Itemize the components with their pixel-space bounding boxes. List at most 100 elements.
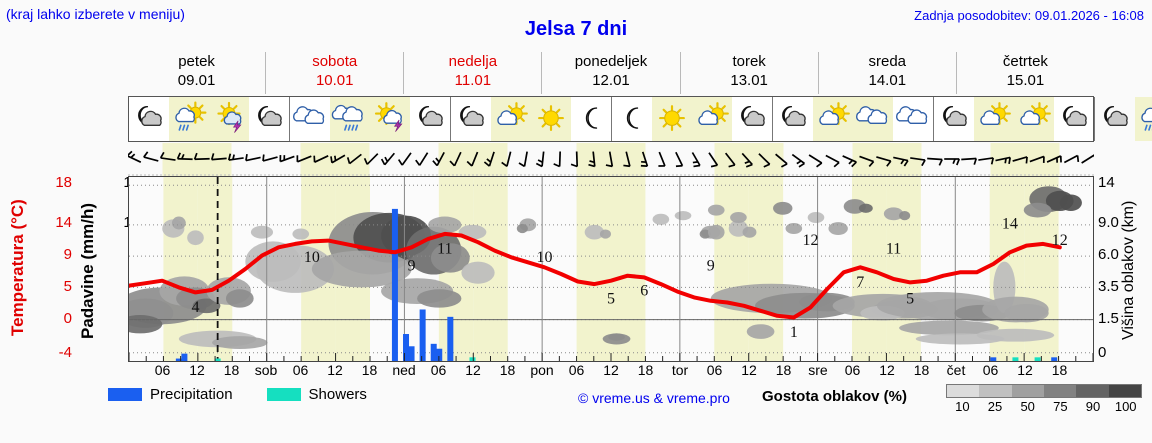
svg-text:11: 11 <box>437 241 452 258</box>
time-tick-label: 12 <box>327 362 343 378</box>
cloud-icon <box>289 97 330 141</box>
time-tick-label: 12 <box>603 362 619 378</box>
cloud-density-tick: 75 <box>1053 399 1068 414</box>
cloud-density-tick: 90 <box>1085 399 1101 414</box>
svg-text:1: 1 <box>790 324 798 341</box>
copyright-link[interactable]: © vreme.us & vreme.pro <box>578 390 730 406</box>
precipitation-legend: Precipitation Showers <box>108 386 367 403</box>
time-tick-label: sre <box>808 362 828 378</box>
weather-icon-strip <box>128 96 1152 142</box>
cloud-density-gradient <box>946 384 1142 398</box>
axis-tick-label: 0 <box>1098 343 1107 361</box>
moon-icon <box>611 97 652 141</box>
sun-cloud-sleet-icon <box>209 97 249 141</box>
day-header-6: četrtek 15.01 <box>955 52 1094 94</box>
svg-text:6: 6 <box>640 282 648 299</box>
axis-tick-label: -4 <box>58 343 72 361</box>
moon-cloud-icon <box>772 97 813 141</box>
day-name: nedelja <box>448 53 498 70</box>
day-name: petek <box>178 53 215 70</box>
sun-cloud-icon <box>974 97 1014 141</box>
time-tick-label: 12 <box>741 362 757 378</box>
last-update-label: Zadnja posodobitev: 09.01.2026 - 16:08 <box>914 8 1144 23</box>
cloud-density-tick: 25 <box>987 399 1003 414</box>
moon-cloud-icon <box>933 97 974 141</box>
time-tick-label: 18 <box>775 362 792 378</box>
axis-tick-label: 6.0 <box>1098 245 1119 263</box>
sun-cloud-storm-icon <box>370 97 410 141</box>
day-name: torek <box>732 53 766 70</box>
time-tick-label: tor <box>671 362 689 378</box>
svg-text:12: 12 <box>802 232 818 249</box>
time-tick-label: 06 <box>430 362 447 378</box>
cloud-rain-icon <box>330 97 370 141</box>
moon-cloud-icon <box>1094 97 1135 141</box>
axis-tick-label: 3.5 <box>1098 277 1119 295</box>
temperature-axis-title: Temperatura (°C) <box>8 199 27 337</box>
day-name: sreda <box>868 53 907 70</box>
time-tick-label: pon <box>530 362 554 378</box>
day-header-1: sobota 10.01 <box>265 52 403 94</box>
cloud-density-swatch-100 <box>1108 385 1141 397</box>
precipitation-legend-label: Precipitation <box>150 386 233 403</box>
time-axis-labels: 06 12 18 sob 06 12 18 ned 06 12 18 pon 06 12 18 tor 06 12… <box>128 362 1094 380</box>
cloud-density-scale: 10 25 50 75 90 100 <box>946 384 1142 414</box>
axis-tick-label: 9 <box>63 245 72 263</box>
page-title: Jelsa 7 dni <box>524 18 628 40</box>
precipitation-bars <box>175 208 1058 361</box>
time-tick-label: 18 <box>1051 362 1068 378</box>
time-tick-label: 18 <box>637 362 654 378</box>
svg-text:7: 7 <box>856 274 864 291</box>
time-tick-label: 06 <box>154 362 171 378</box>
moon-cloud-icon <box>249 97 289 141</box>
cloud-icon <box>853 97 893 141</box>
day-header-5: sreda 14.01 <box>817 52 956 94</box>
cloud-density-tick: 10 <box>955 399 970 414</box>
svg-text:4: 4 <box>191 299 199 316</box>
time-tick-label: 06 <box>844 362 861 378</box>
time-tick-label: 18 <box>223 362 240 378</box>
time-tick-label: 06 <box>568 362 585 378</box>
sun-cloud-icon <box>692 97 732 141</box>
day-name: sobota <box>312 53 358 70</box>
axis-tick-label: 1.5 <box>1098 310 1119 328</box>
moon-cloud-icon <box>410 97 450 141</box>
cloud-density-swatch-25 <box>979 385 1012 397</box>
time-tick-label: 06 <box>982 362 999 378</box>
cloud-density-tick: 100 <box>1114 399 1137 414</box>
cloud-density-swatch-75 <box>1043 385 1077 397</box>
time-tick-label: 12 <box>189 362 205 378</box>
day-date: 13.01 <box>730 72 768 89</box>
day-header-4: torek 13.01 <box>679 52 818 94</box>
day-date: 11.01 <box>454 72 492 89</box>
svg-text:10: 10 <box>304 249 320 266</box>
day-date: 12.01 <box>592 72 630 89</box>
location-menu-note[interactable]: (kraj lahko izberete v meniju) <box>6 6 185 22</box>
time-tick-label: čet <box>946 362 966 378</box>
sun-cloud-icon <box>491 97 531 141</box>
temperature-curve <box>129 231 1062 320</box>
day-header-band: petek 09.01 sobota 10.01 nedelja 11.01 ponedel… <box>128 52 1094 94</box>
axis-tick-label: 14 <box>1098 174 1115 192</box>
temperature-axis-ticks: 18 14 9 5 0 -4 <box>30 174 74 362</box>
time-tick-label: ned <box>392 362 416 378</box>
day-name: ponedeljek <box>574 53 648 70</box>
day-name: četrtek <box>1002 53 1048 70</box>
axis-tick-label: 18 <box>55 174 72 192</box>
moon-cloud-icon <box>129 97 169 141</box>
sun-cloud-rain-icon <box>1135 97 1152 141</box>
showers-legend-label: Showers <box>308 386 367 403</box>
time-tick-label: 18 <box>913 362 930 378</box>
time-tick-label: 18 <box>499 362 516 378</box>
temperature-point-labels: 4 10 9 11 5 6 1 7 5 10 9 12 11 14 12 <box>191 215 1067 341</box>
axis-tick-label: 9.0 <box>1098 214 1119 232</box>
svg-text:9: 9 <box>707 257 715 274</box>
time-tick-label: 18 <box>361 362 378 378</box>
cloud-density-swatch-90 <box>1076 385 1109 397</box>
precipitation-color-swatch <box>108 388 142 401</box>
time-tick-label: 06 <box>292 362 309 378</box>
svg-text:10: 10 <box>537 249 553 266</box>
svg-text:9: 9 <box>408 257 416 274</box>
cloud-density-tick-labels: 10 25 50 75 90 100 <box>946 399 1142 414</box>
day-date: 14.01 <box>868 72 907 89</box>
